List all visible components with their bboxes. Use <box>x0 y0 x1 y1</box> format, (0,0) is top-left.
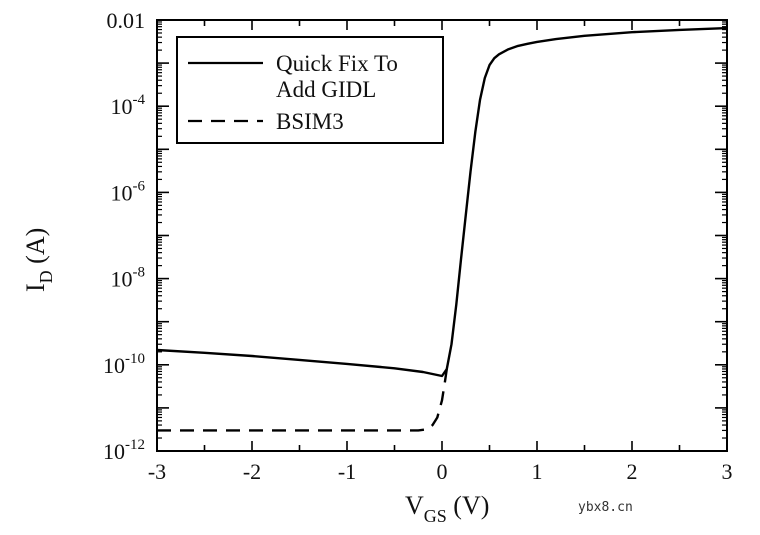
x-tick-label: -2 <box>243 459 261 484</box>
y-tick-label: 0.01 <box>107 8 146 33</box>
y-tick-label: 10-10 <box>103 351 145 378</box>
legend-label-series1-line1: Quick Fix To <box>276 51 398 76</box>
y-tick-label: 10-8 <box>111 265 146 292</box>
x-axis-label: VGS (V) <box>405 491 489 526</box>
y-axis-label: ID (A) <box>21 228 56 292</box>
x-tick-label: 0 <box>437 459 448 484</box>
series-layer <box>156 26 728 432</box>
x-tick-label: -1 <box>338 459 356 484</box>
y-tick-label: 10-4 <box>111 92 146 119</box>
x-tick-label: 2 <box>627 459 638 484</box>
y-tick-label: 10-12 <box>103 437 145 464</box>
ticks-layer <box>156 19 728 452</box>
series-line-1 <box>156 26 728 378</box>
series-line-2 <box>157 368 448 432</box>
legend-box <box>176 36 444 144</box>
x-tick-label: 3 <box>722 459 733 484</box>
legend-label-series2: BSIM3 <box>276 109 344 134</box>
x-tick-label: 1 <box>532 459 543 484</box>
legend: Quick Fix To Add GIDL BSIM3 <box>176 36 444 144</box>
tick-labels-layer: -3 -2 -1 0 1 2 3 0.01 10-4 10-6 10-8 10-10 10-12 <box>103 8 733 484</box>
x-tick-label: -3 <box>148 459 166 484</box>
watermark-text: ybx8.cn <box>578 500 633 515</box>
legend-label-series1-line2: Add GIDL <box>276 77 376 102</box>
y-tick-label: 10-6 <box>111 178 146 205</box>
